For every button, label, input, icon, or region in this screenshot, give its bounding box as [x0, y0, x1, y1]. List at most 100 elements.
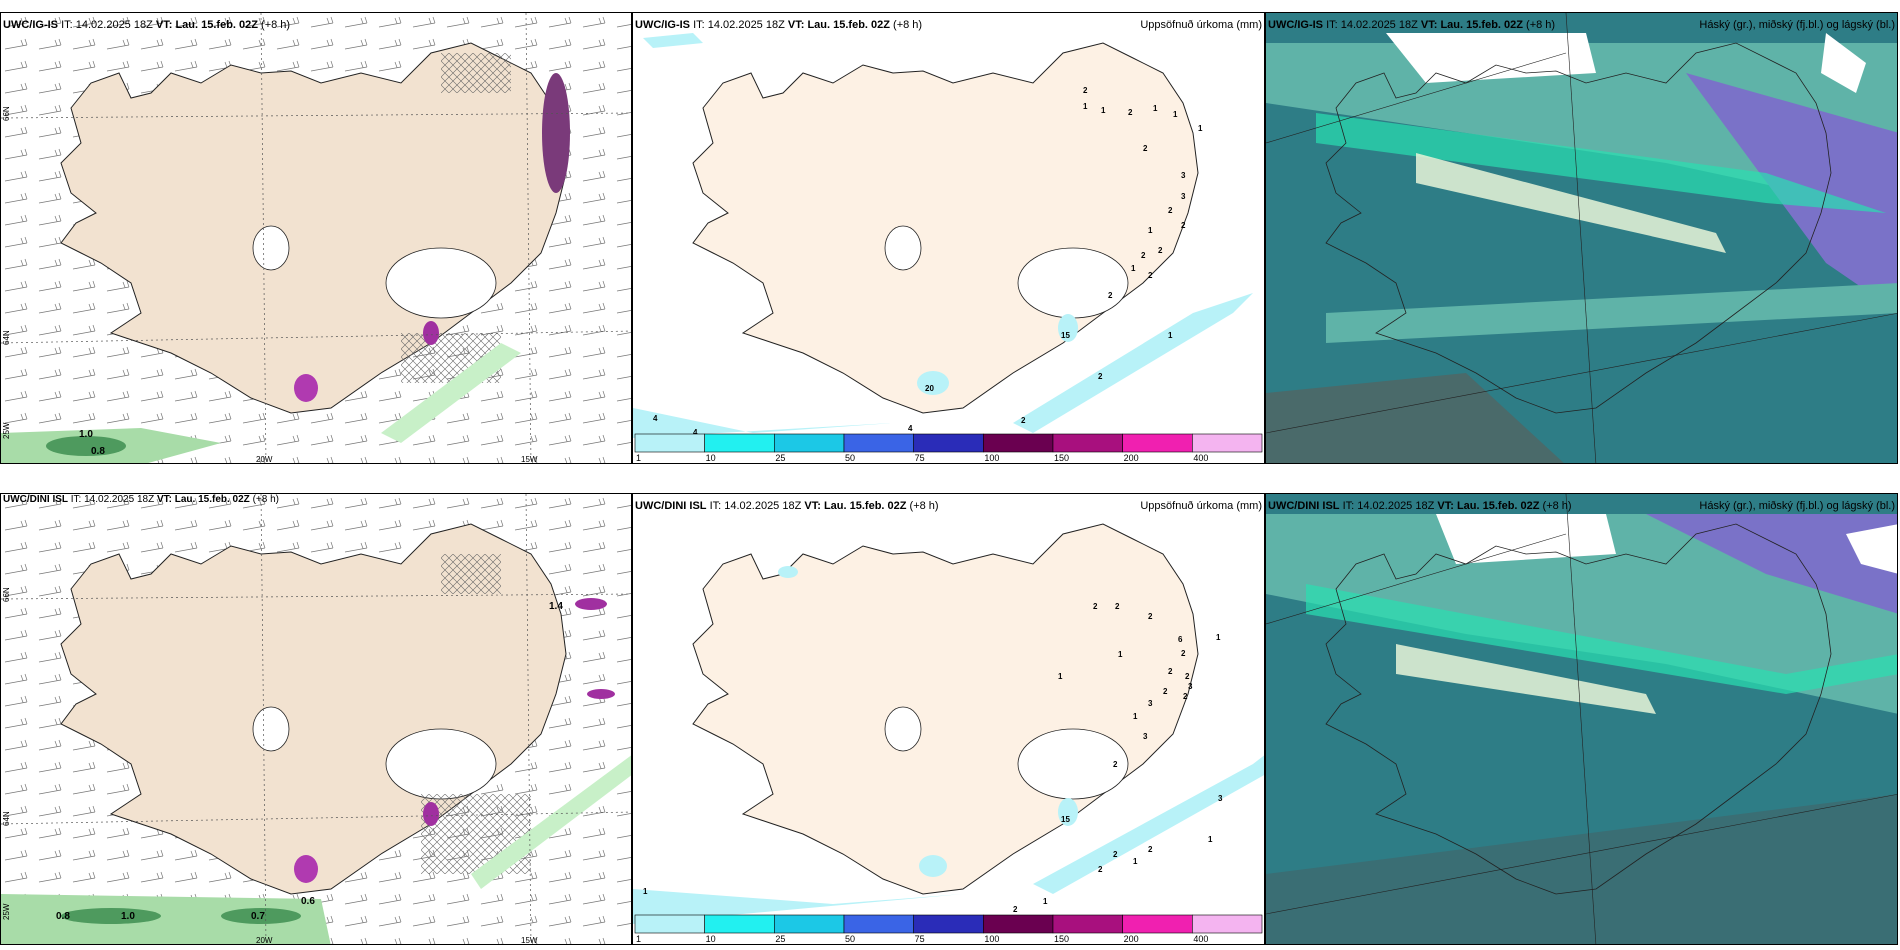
colorbar-tick-label: 400 [1193, 934, 1208, 944]
cloud-title: Háský (gr.), miðský (fj.bl.) og lágský (… [1699, 500, 1895, 512]
precip-map-top: 2 1 1 2 1 1 1 2 3 3 2 2 1 2 2 2 1 2 1 15… [633, 33, 1263, 463]
iceland-outline [1325, 42, 1832, 414]
precip-value: 3 [1181, 171, 1186, 180]
lead-time: (+8 h) [1526, 19, 1556, 31]
colorbar-tick-label: 100 [984, 453, 999, 463]
issue-time: 14.02.2025 18Z [707, 19, 785, 31]
colorbar-tick-label: 50 [845, 934, 855, 944]
wind-panel-top: 1.0 0.8 20W 15W 66N 64N 25W UWC/IG-IS IT… [0, 12, 632, 464]
issue-time: 14.02.2025 18Z [724, 500, 802, 512]
precip-value: 2 [1158, 246, 1163, 255]
valid-time: Lau. 15.feb. 02Z [807, 19, 890, 31]
precip-value: 2 [1185, 672, 1190, 681]
issue-prefix: IT: [61, 19, 73, 31]
precip-value: 1 [1148, 226, 1153, 235]
precip-value: 1 [1216, 633, 1221, 642]
colorbar-segment [1052, 433, 1123, 453]
panel-title: UWC/IG-IS IT: 14.02.2025 18Z VT: Lau. 15… [3, 19, 290, 31]
colorbar-segment [1052, 914, 1123, 934]
colorbar-segment [1122, 914, 1193, 934]
precip-map-bottom: 2 2 2 1 6 1 2 1 2 2 3 2 2 3 1 3 15 2 3 2… [633, 523, 1264, 944]
colorbar-segment [704, 914, 775, 934]
precip-title: Uppsöfnuð úrkoma (mm) [1140, 19, 1262, 31]
model-name: UWC/IG-IS [635, 19, 690, 31]
colorbar-tick-label: 75 [915, 453, 925, 463]
precip-value: 3 [1218, 794, 1223, 803]
colorbar-tick-label: 200 [1124, 453, 1139, 463]
issue-prefix: IT: [693, 19, 705, 31]
colorbar-tick-label: 150 [1054, 453, 1069, 463]
colorbar: 1 10 25 50 75 100 150 200 400 [634, 433, 1263, 463]
colorbar-tick-label: 400 [1193, 453, 1208, 463]
precip-value: 1 [1168, 331, 1173, 340]
valid-prefix: VT: [1437, 500, 1454, 512]
colorbar-tick-label: 75 [915, 934, 925, 944]
cloud-panel-top: UWC/IG-IS IT: 14.02.2025 18Z VT: Lau. 15… [1265, 12, 1898, 464]
precip-value: 2 [1113, 850, 1118, 859]
colorbar-segment [704, 433, 775, 453]
lat-label: 64N [2, 330, 11, 345]
precip-value: 1 [1133, 712, 1138, 721]
wind-label: 1.4 [549, 601, 563, 612]
precip-value: 2 [1128, 108, 1133, 117]
precip-value: 1 [1173, 110, 1178, 119]
wind-map-top: 1.0 0.8 20W 15W 66N 64N 25W [1, 13, 631, 463]
colorbar-segment [913, 433, 984, 453]
wind-label: 0.6 [301, 896, 315, 907]
colorbar-tick-label: 50 [845, 453, 855, 463]
precip-value: 1 [643, 887, 648, 896]
issue-prefix: IT: [1342, 500, 1355, 512]
issue-time: 14.02.2025 18Z [75, 19, 153, 31]
valid-prefix: VT: [155, 19, 173, 31]
colorbar-tick-label: 10 [706, 934, 716, 944]
precip-value: 2 [1108, 291, 1113, 300]
lead-time: (+8 h) [893, 19, 923, 31]
colorbar-tick-label: 1 [636, 453, 641, 463]
lead-time: (+8 h) [261, 19, 291, 31]
colorbar-segment [1192, 914, 1263, 934]
precip-value: 1 [1043, 897, 1048, 906]
lon-label: 15W [521, 936, 538, 945]
valid-time: Lau. 15.feb. 02Z [1440, 19, 1523, 31]
wind-label: 0.8 [56, 911, 70, 922]
valid-time: Lau. 15.feb. 02Z [174, 494, 250, 505]
precip-value: 4 [693, 428, 698, 437]
precip-value: 2 [1098, 372, 1103, 381]
wind-panel-bottom: 1.4 0.8 1.0 0.7 0.6 20W 15W 66N 64N 25W … [0, 493, 632, 945]
precip-value: 2 [1168, 667, 1173, 676]
cloud-map-bottom [1266, 494, 1897, 944]
panel-title: UWC/IG-IS IT: 14.02.2025 18Z VT: Lau. 15… [635, 19, 922, 31]
panel-title: UWC/DINI ISL IT: 14.02.2025 18Z VT: Lau.… [1268, 500, 1572, 512]
precip-value: 2 [1093, 602, 1098, 611]
precip-panel-top: 2 1 1 2 1 1 1 2 3 3 2 2 1 2 2 2 1 2 1 15… [632, 12, 1265, 464]
model-name: UWC/DINI ISL [635, 500, 707, 512]
colorbar-segment [1192, 433, 1263, 453]
valid-prefix: VT: [1420, 19, 1438, 31]
precip-value: 1 [1131, 264, 1136, 273]
precip-value: 1 [1133, 857, 1138, 866]
wind-label: 0.8 [91, 446, 105, 457]
precip-value: 1 [1153, 104, 1158, 113]
precip-value: 15 [1061, 331, 1070, 340]
colorbar-tick-label: 25 [775, 934, 785, 944]
issue-prefix: IT: [70, 494, 82, 505]
valid-prefix: VT: [787, 19, 805, 31]
precip-value: 6 [1178, 635, 1183, 644]
lat-label: 25W [2, 422, 11, 439]
lead-time: (+8 h) [909, 500, 939, 512]
precip-value: 3 [1143, 732, 1148, 741]
cloud-title: Háský (gr.), miðský (fj.bl.) og lágský (… [1699, 19, 1895, 31]
precip-value: 4 [908, 424, 913, 433]
lat-label: 66N [2, 106, 11, 121]
precip-value: 2 [1148, 271, 1153, 280]
precip-value: 4 [653, 414, 658, 423]
issue-prefix: IT: [709, 500, 722, 512]
wind-label: 1.0 [121, 911, 135, 922]
lat-label: 25W [2, 903, 11, 920]
valid-time: Lau. 15.feb. 02Z [175, 19, 258, 31]
panel-title: UWC/DINI ISL IT: 14.02.2025 18Z VT: Lau.… [3, 494, 283, 505]
precip-value: 2 [1183, 692, 1188, 701]
colorbar-segment [843, 914, 914, 934]
lat-label: 66N [2, 587, 11, 602]
lead-time: (+8 h) [252, 494, 279, 505]
